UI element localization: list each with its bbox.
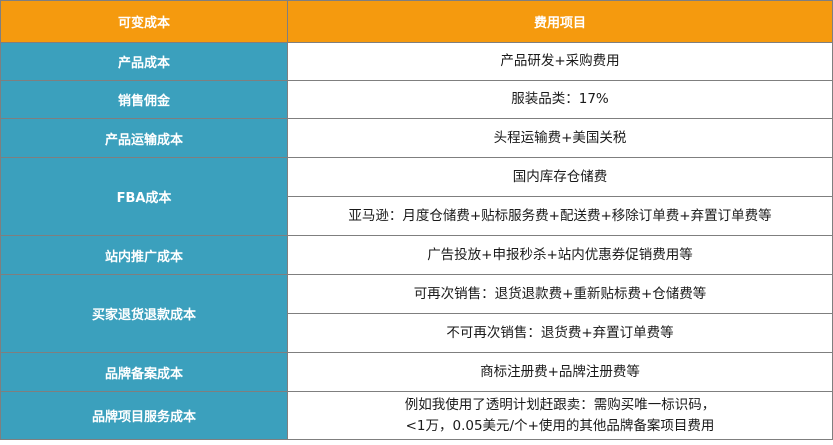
item-cell: 广告投放+申报秒杀+站内优惠券促销费用等: [287, 235, 833, 275]
category-cell: FBA成本: [0, 157, 288, 236]
table-row: 站内推广成本 广告投放+申报秒杀+站内优惠券促销费用等: [0, 235, 833, 275]
category-cell: 品牌项目服务成本: [0, 391, 288, 440]
item-cell: 服装品类：17%: [287, 80, 833, 119]
table-row: 品牌项目服务成本 例如我使用了透明计划赶跟卖：需购买唯一标识码， <1万，0.0…: [0, 391, 833, 440]
category-cell: 产品运输成本: [0, 118, 288, 158]
category-cell: 销售佣金: [0, 80, 288, 119]
item-cell: 可再次销售：退货退款费+重新贴标费+仓储费等: [287, 274, 833, 314]
table-row: 销售佣金 服装品类：17%: [0, 80, 833, 119]
category-cell: 产品成本: [0, 42, 288, 81]
table-row: 不可再次销售：退货费+弃置订单费等: [1, 313, 833, 353]
header-row: 可变成本 费用项目: [0, 0, 833, 43]
item-line: 例如我使用了透明计划赶跟卖：需购买唯一标识码，: [404, 396, 716, 413]
item-cell: 国内库存仓储费: [287, 157, 833, 197]
item-line: <1万，0.05美元/个+使用的其他品牌备案项目费用: [405, 417, 715, 434]
table-row: 产品成本 产品研发+采购费用: [0, 42, 833, 81]
header-items: 费用项目: [287, 0, 833, 43]
item-cell: 亚马逊：月度仓储费+贴标服务费+配送费+移除订单费+弃置订单费等: [287, 196, 833, 236]
item-cell: 例如我使用了透明计划赶跟卖：需购买唯一标识码， <1万，0.05美元/个+使用的…: [287, 391, 833, 440]
category-cell: 品牌备案成本: [0, 352, 288, 392]
item-cell: 头程运输费+美国关税: [287, 118, 833, 158]
table-row: 买家退货退款成本 可再次销售：退货退款费+重新贴标费+仓储费等: [0, 274, 833, 353]
category-cell: 站内推广成本: [0, 235, 288, 275]
table-row: FBA成本 国内库存仓储费: [0, 157, 833, 236]
header-category: 可变成本: [0, 0, 288, 43]
table-row: 品牌备案成本 商标注册费+品牌注册费等: [0, 352, 833, 392]
table-row: 亚马逊：月度仓储费+贴标服务费+配送费+移除订单费+弃置订单费等: [1, 196, 833, 236]
category-cell: 买家退货退款成本: [0, 274, 288, 353]
item-cell: 商标注册费+品牌注册费等: [287, 352, 833, 392]
item-cell: 不可再次销售：退货费+弃置订单费等: [287, 313, 833, 353]
table-row: 产品运输成本 头程运输费+美国关税: [0, 118, 833, 158]
item-cell: 产品研发+采购费用: [287, 42, 833, 81]
